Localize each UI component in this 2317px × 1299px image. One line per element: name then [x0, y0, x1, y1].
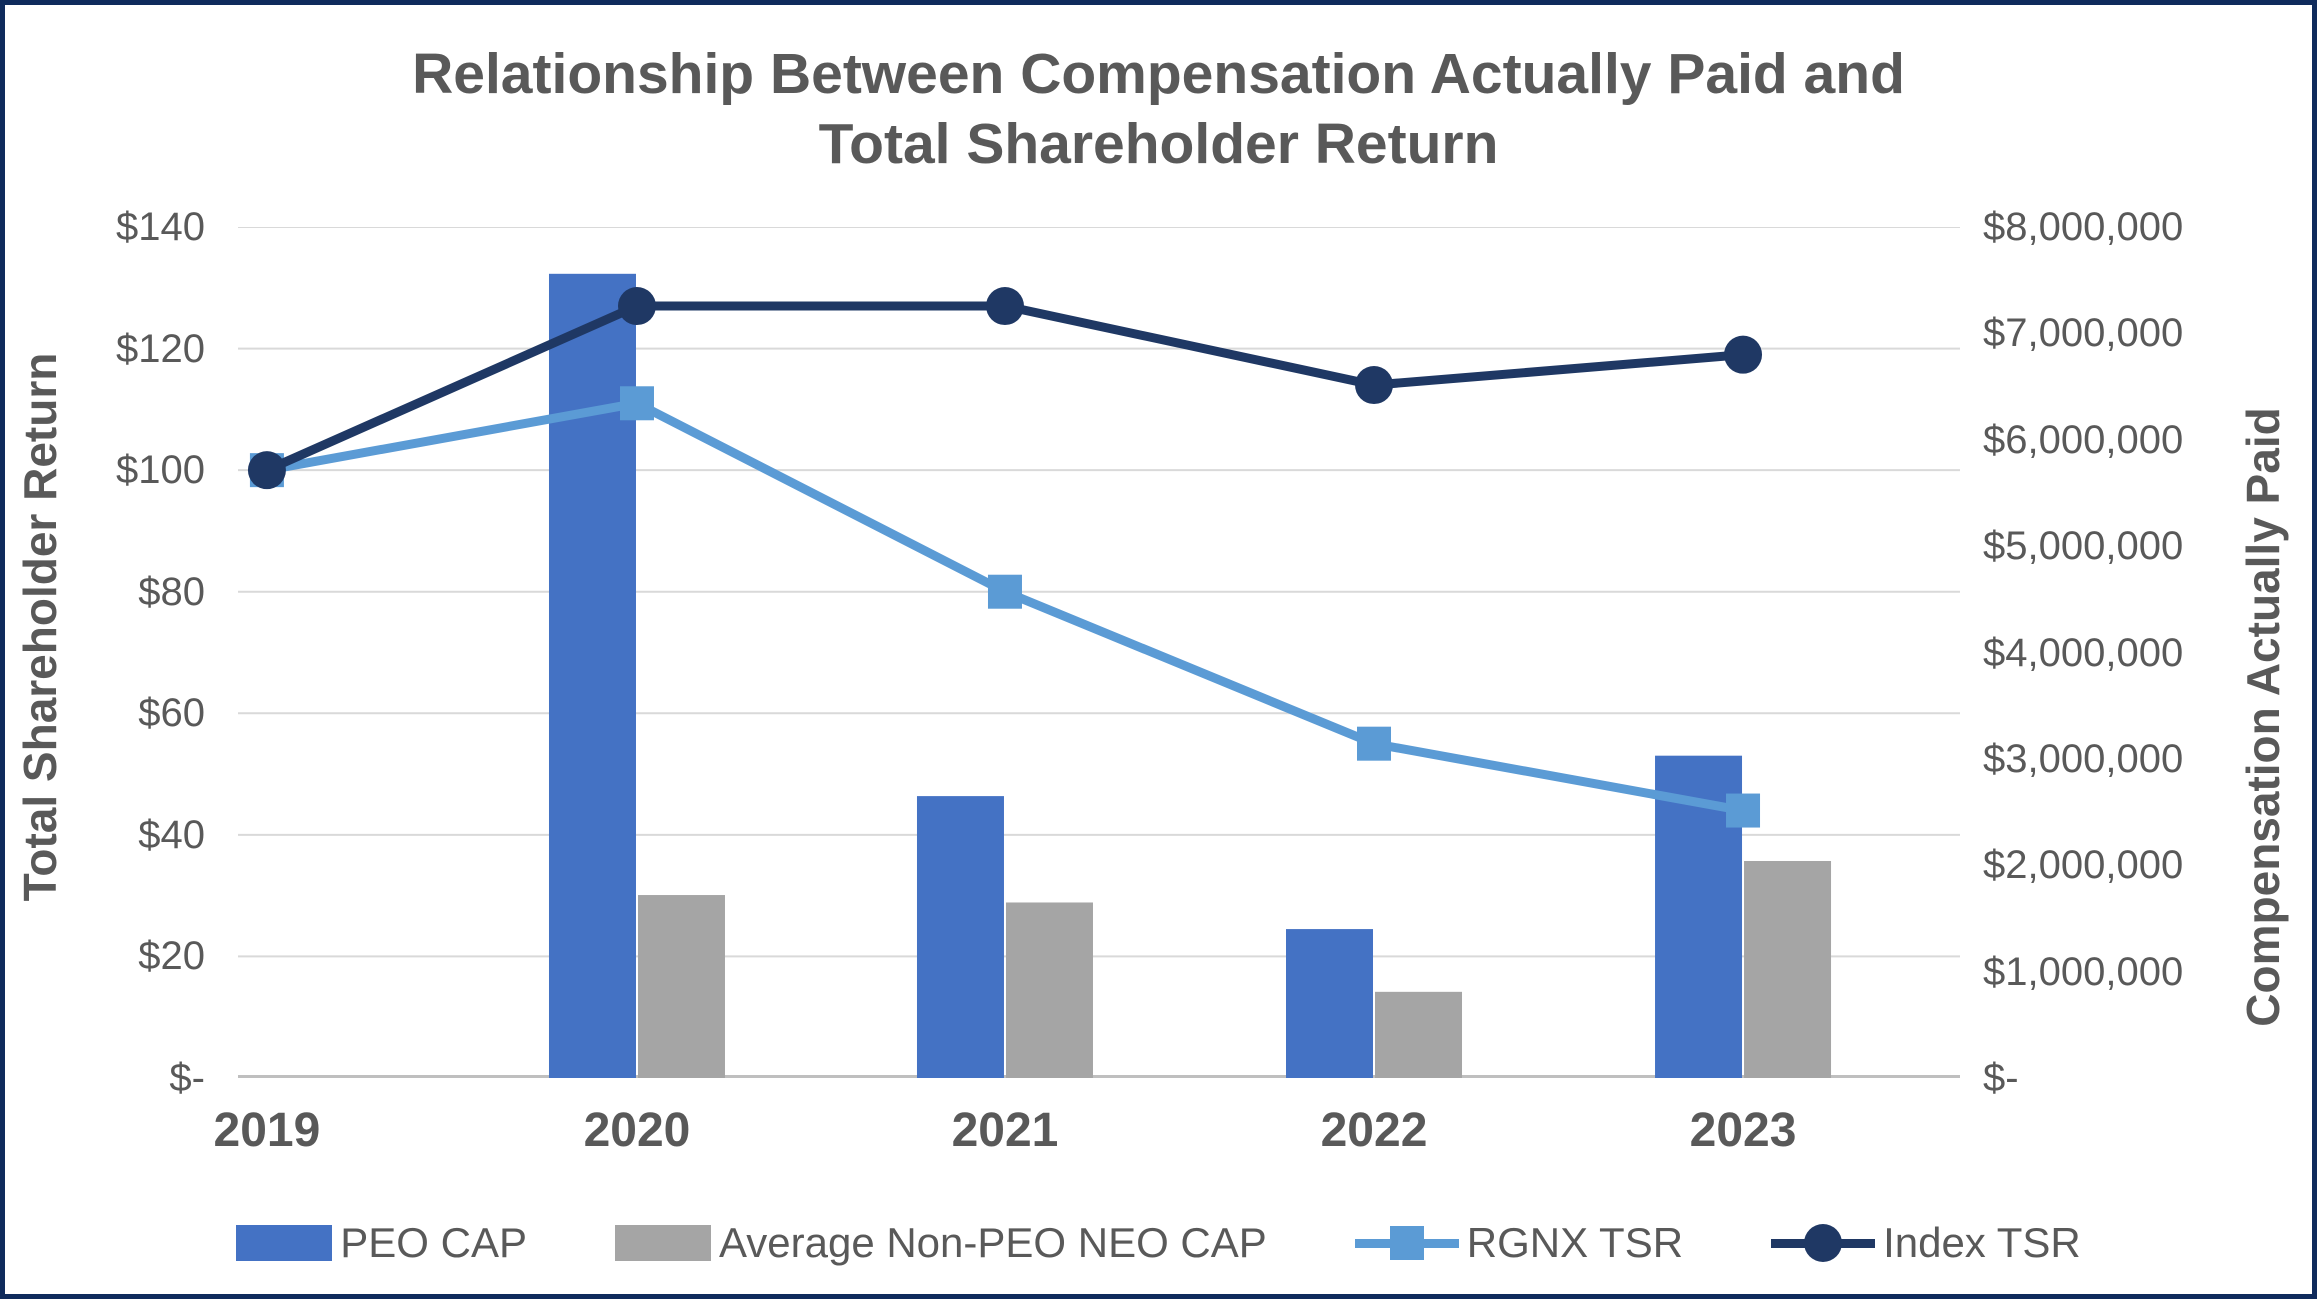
right-axis-tick-label: $3,000,000	[1983, 736, 2184, 781]
right-axis-tick-label: $1,000,000	[1983, 949, 2184, 994]
right-axis-tick-label: $4,000,000	[1983, 630, 2184, 675]
left-axis-tick-label: $60	[138, 691, 205, 736]
legend-item-peo-cap: PEO CAP	[236, 1219, 527, 1267]
legend-item-non-peo-cap: Average Non-PEO NEO CAP	[615, 1219, 1267, 1267]
x-axis-label-2023: 2023	[1689, 1104, 1797, 1157]
index-tsr-marker-2021	[985, 287, 1024, 326]
legend-label-index-tsr: Index TSR	[1883, 1219, 2081, 1266]
rgnx-tsr-square-marker-icon	[1389, 1226, 1424, 1260]
left-axis-tick-label: $100	[116, 448, 205, 493]
bar-peo-cap-2022	[1286, 929, 1374, 1078]
x-axis-label-2020: 2020	[583, 1104, 691, 1157]
x-axis-label-2022: 2022	[1320, 1104, 1428, 1157]
legend-item-rgnx-tsr: RGNX TSR	[1354, 1219, 1684, 1267]
right-axis-title: Compensation Actually Paid	[2237, 407, 2289, 1027]
chart-title-line2: Total Shareholder Return	[818, 112, 1499, 176]
rgnx-tsr-marker-2023	[1726, 793, 1761, 828]
legend-label-non-peo-cap: Average Non-PEO NEO CAP	[719, 1219, 1267, 1266]
index-tsr-marker-2020	[617, 287, 656, 326]
rgnx-tsr-marker-2022	[1357, 726, 1392, 761]
legend-label-peo-cap: PEO CAP	[340, 1219, 527, 1266]
x-axis-label-2019: 2019	[213, 1104, 321, 1157]
rgnx-tsr-line-square-icon	[1354, 1221, 1459, 1265]
index-tsr-marker-2023	[1724, 335, 1763, 374]
chart-title: Relationship Between Compensation Actual…	[5, 39, 2312, 179]
bar-average-non-peo-neo-cap-2021	[1005, 902, 1093, 1078]
left-axis-tick-label: $-	[169, 1056, 205, 1100]
bar-peo-cap-2021	[916, 796, 1004, 1078]
index-tsr-marker-2022	[1355, 366, 1394, 405]
legend: PEO CAP Average Non-PEO NEO CAP RGNX TSR…	[5, 1203, 2312, 1283]
right-axis-tick-label: $2,000,000	[1983, 843, 2184, 888]
index-tsr-marker-2019	[247, 451, 286, 490]
index-tsr-line-circle-icon	[1771, 1221, 1876, 1265]
left-axis-tick-label: $80	[138, 569, 205, 614]
index-tsr-circle-marker-icon	[1804, 1224, 1843, 1262]
right-axis-tick-label: $6,000,000	[1983, 417, 2184, 462]
legend-label-rgnx-tsr: RGNX TSR	[1466, 1219, 1684, 1266]
chart-canvas	[238, 226, 1960, 1078]
left-axis-tick-label: $140	[116, 205, 205, 249]
rgnx-tsr-marker-2020	[619, 386, 654, 421]
plot-area	[238, 226, 1960, 1078]
chart-title-line1: Relationship Between Compensation Actual…	[412, 42, 1905, 106]
right-axis-tick-label: $-	[1983, 1056, 2019, 1100]
bar-average-non-peo-neo-cap-2022	[1375, 991, 1463, 1078]
legend-item-index-tsr: Index TSR	[1771, 1219, 2081, 1267]
x-axis-label-2021: 2021	[951, 1104, 1059, 1157]
right-axis-tick-label: $8,000,000	[1983, 205, 2184, 249]
non-peo-cap-swatch-icon	[615, 1225, 711, 1261]
left-axis-tick-label: $120	[116, 326, 205, 371]
right-axis-tick-label: $5,000,000	[1983, 524, 2184, 569]
left-axis-title: Total Shareholder Return	[14, 352, 66, 902]
peo-cap-swatch-icon	[236, 1225, 333, 1261]
left-axis-tick-label: $20	[138, 934, 205, 979]
rgnx-tsr-marker-2021	[987, 574, 1022, 609]
bar-average-non-peo-neo-cap-2023	[1744, 860, 1832, 1078]
bar-average-non-peo-neo-cap-2020	[637, 895, 725, 1078]
left-axis-tick-label: $40	[138, 812, 205, 857]
index-tsr-line	[265, 301, 1744, 475]
right-axis-tick-label: $7,000,000	[1983, 311, 2184, 356]
